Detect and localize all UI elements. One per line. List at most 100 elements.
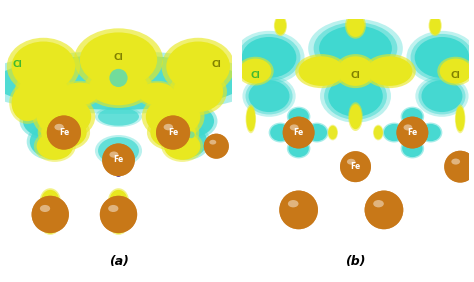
Circle shape — [289, 123, 308, 142]
Text: Cl: Cl — [12, 60, 22, 69]
Ellipse shape — [41, 217, 59, 235]
Ellipse shape — [112, 152, 125, 172]
Circle shape — [396, 117, 428, 148]
Ellipse shape — [314, 22, 397, 74]
Ellipse shape — [299, 56, 344, 86]
Ellipse shape — [109, 69, 128, 87]
Circle shape — [61, 129, 67, 136]
Text: (a): (a) — [109, 255, 128, 268]
Circle shape — [36, 200, 65, 229]
Ellipse shape — [146, 96, 201, 137]
Circle shape — [287, 198, 310, 221]
Ellipse shape — [438, 57, 474, 85]
Ellipse shape — [237, 34, 301, 81]
Ellipse shape — [401, 107, 424, 127]
Ellipse shape — [415, 37, 469, 78]
Ellipse shape — [9, 82, 46, 124]
Ellipse shape — [410, 34, 474, 81]
Circle shape — [46, 211, 54, 218]
Ellipse shape — [274, 15, 287, 36]
Ellipse shape — [428, 15, 442, 36]
Circle shape — [50, 119, 78, 146]
Ellipse shape — [374, 126, 383, 139]
Circle shape — [279, 191, 318, 229]
Circle shape — [373, 198, 395, 221]
Circle shape — [43, 207, 58, 222]
Ellipse shape — [308, 19, 403, 78]
Circle shape — [376, 202, 392, 218]
Circle shape — [340, 151, 371, 182]
Circle shape — [291, 202, 306, 218]
Ellipse shape — [147, 114, 199, 151]
Ellipse shape — [11, 41, 75, 92]
Ellipse shape — [173, 71, 223, 112]
Ellipse shape — [440, 59, 472, 84]
Circle shape — [451, 157, 470, 176]
Ellipse shape — [40, 205, 50, 212]
Ellipse shape — [165, 103, 218, 140]
Circle shape — [454, 160, 466, 173]
Ellipse shape — [210, 140, 216, 145]
Ellipse shape — [455, 105, 465, 133]
Circle shape — [396, 117, 428, 148]
Circle shape — [368, 194, 400, 225]
Ellipse shape — [288, 140, 309, 157]
Circle shape — [102, 144, 135, 176]
Ellipse shape — [108, 205, 118, 212]
Circle shape — [340, 151, 371, 182]
Circle shape — [209, 139, 224, 154]
Circle shape — [283, 117, 315, 148]
Circle shape — [156, 115, 190, 150]
Ellipse shape — [27, 123, 74, 160]
Ellipse shape — [41, 190, 59, 212]
Ellipse shape — [288, 200, 299, 207]
Ellipse shape — [80, 32, 157, 87]
Circle shape — [352, 164, 359, 170]
Ellipse shape — [335, 54, 376, 88]
Ellipse shape — [59, 81, 101, 107]
Ellipse shape — [373, 200, 384, 207]
Ellipse shape — [114, 166, 123, 177]
Ellipse shape — [169, 105, 214, 137]
Circle shape — [283, 117, 315, 148]
Ellipse shape — [287, 138, 310, 158]
Circle shape — [295, 206, 302, 214]
Text: Fe: Fe — [407, 128, 418, 137]
Ellipse shape — [41, 117, 87, 148]
Ellipse shape — [166, 126, 207, 158]
Ellipse shape — [162, 38, 235, 95]
Circle shape — [39, 203, 62, 226]
Ellipse shape — [188, 131, 195, 138]
Ellipse shape — [34, 131, 76, 162]
Ellipse shape — [150, 117, 196, 148]
Ellipse shape — [456, 106, 465, 131]
Text: Fe: Fe — [350, 162, 361, 171]
Text: Cl: Cl — [351, 71, 360, 80]
Ellipse shape — [421, 80, 463, 112]
Ellipse shape — [33, 93, 95, 140]
Ellipse shape — [415, 75, 469, 117]
Circle shape — [57, 126, 71, 139]
Ellipse shape — [319, 26, 392, 71]
Ellipse shape — [367, 56, 412, 86]
Circle shape — [403, 123, 422, 142]
Ellipse shape — [234, 31, 304, 84]
Ellipse shape — [164, 133, 201, 160]
Ellipse shape — [19, 103, 72, 140]
Ellipse shape — [42, 218, 58, 234]
Circle shape — [214, 144, 219, 149]
Circle shape — [166, 126, 180, 139]
Circle shape — [100, 196, 137, 233]
Ellipse shape — [345, 12, 366, 39]
Circle shape — [211, 141, 221, 151]
Ellipse shape — [109, 190, 128, 212]
Circle shape — [112, 153, 125, 166]
Ellipse shape — [290, 124, 299, 131]
Text: Fe: Fe — [168, 128, 178, 137]
Ellipse shape — [407, 31, 474, 84]
Circle shape — [107, 203, 130, 226]
Ellipse shape — [15, 68, 72, 115]
Ellipse shape — [373, 125, 383, 140]
Ellipse shape — [108, 188, 129, 213]
Ellipse shape — [246, 106, 255, 131]
